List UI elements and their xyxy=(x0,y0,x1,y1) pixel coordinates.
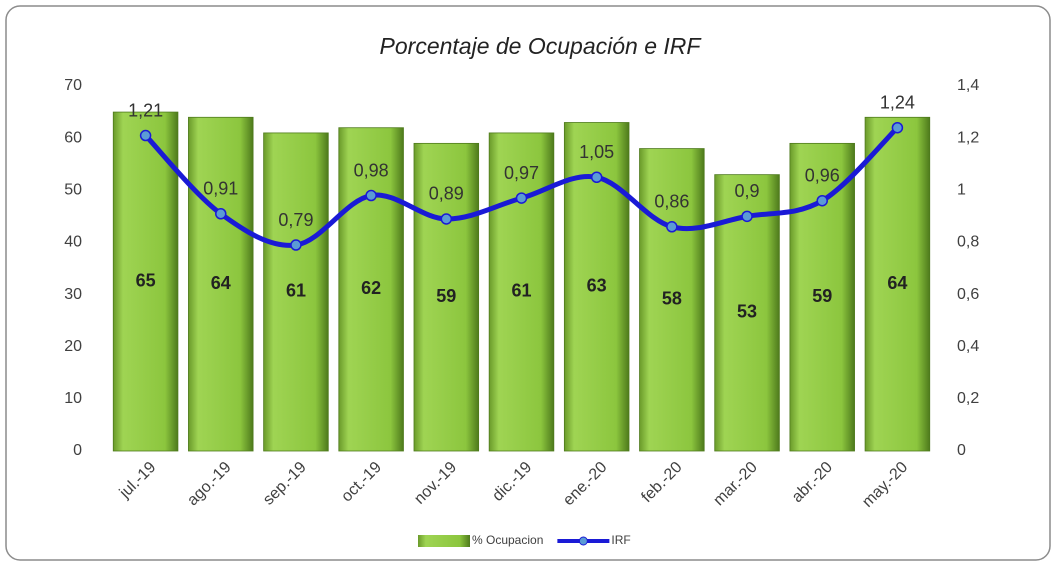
y-tick-label: 30 xyxy=(64,286,82,303)
bar-label: 59 xyxy=(812,286,832,306)
line-marker xyxy=(816,194,828,207)
bar xyxy=(112,111,179,452)
bar xyxy=(639,148,705,452)
legend-swatch xyxy=(418,535,470,547)
y-tick-label: 50 xyxy=(64,182,82,199)
bar xyxy=(488,132,555,452)
line-marker xyxy=(515,192,528,204)
bar-label: 53 xyxy=(737,302,757,322)
y2-tick-label: 1 xyxy=(957,182,966,199)
bar-label: 64 xyxy=(211,273,231,293)
line-label: 0,97 xyxy=(504,163,539,183)
line-marker xyxy=(590,171,603,183)
line-marker xyxy=(666,221,678,233)
line-label: 0,89 xyxy=(429,184,464,204)
bar xyxy=(188,116,254,452)
y-tick-label: 60 xyxy=(64,129,82,146)
line-marker xyxy=(290,239,302,251)
y2-tick-label: 0 xyxy=(957,442,966,459)
y2-tick-label: 0,6 xyxy=(957,286,979,303)
line-marker xyxy=(139,129,152,142)
line-label: 1,05 xyxy=(579,142,614,162)
bar-label: 61 xyxy=(511,281,531,301)
bar-label: 58 xyxy=(662,289,682,309)
bar xyxy=(263,132,329,452)
bar-label: 59 xyxy=(436,286,456,306)
line-label: 0,98 xyxy=(354,160,389,180)
line-label: 1,21 xyxy=(128,100,163,120)
line-label: 0,9 xyxy=(735,181,760,201)
y2-tick-label: 0,8 xyxy=(957,234,979,251)
line-marker xyxy=(440,213,453,225)
y-tick-label: 40 xyxy=(64,234,82,251)
legend-label: IRF xyxy=(611,533,630,547)
y-tick-label: 10 xyxy=(64,390,82,407)
line-label: 0,79 xyxy=(278,210,313,230)
line-label: 1,24 xyxy=(880,92,915,112)
bar-label: 64 xyxy=(887,273,907,293)
legend-label: % Ocupacion xyxy=(472,533,543,547)
line-label: 0,86 xyxy=(654,192,689,212)
y-tick-label: 70 xyxy=(64,77,82,94)
line-marker xyxy=(365,189,377,202)
bar-label: 65 xyxy=(136,270,156,290)
chart-title: Porcentaje de Ocupación e IRF xyxy=(380,33,703,59)
line-marker xyxy=(891,121,904,134)
y2-tick-label: 0,2 xyxy=(957,390,979,407)
bar-label: 62 xyxy=(361,278,381,298)
y-tick-label: 0 xyxy=(73,442,82,459)
bar xyxy=(413,142,480,452)
y-tick-label: 20 xyxy=(64,338,82,355)
bar xyxy=(864,116,931,452)
bar-label: 61 xyxy=(286,281,306,301)
legend-marker xyxy=(578,536,588,546)
line-label: 0,96 xyxy=(805,165,840,185)
y2-tick-label: 0,4 xyxy=(957,338,979,355)
line-label: 0,91 xyxy=(203,179,238,199)
y2-tick-label: 1,4 xyxy=(957,77,979,94)
bar xyxy=(338,127,404,452)
line-marker xyxy=(215,208,227,220)
bar xyxy=(789,142,855,452)
bar-label: 63 xyxy=(587,276,607,296)
line-marker xyxy=(741,210,753,223)
y2-tick-label: 1,2 xyxy=(957,129,979,146)
